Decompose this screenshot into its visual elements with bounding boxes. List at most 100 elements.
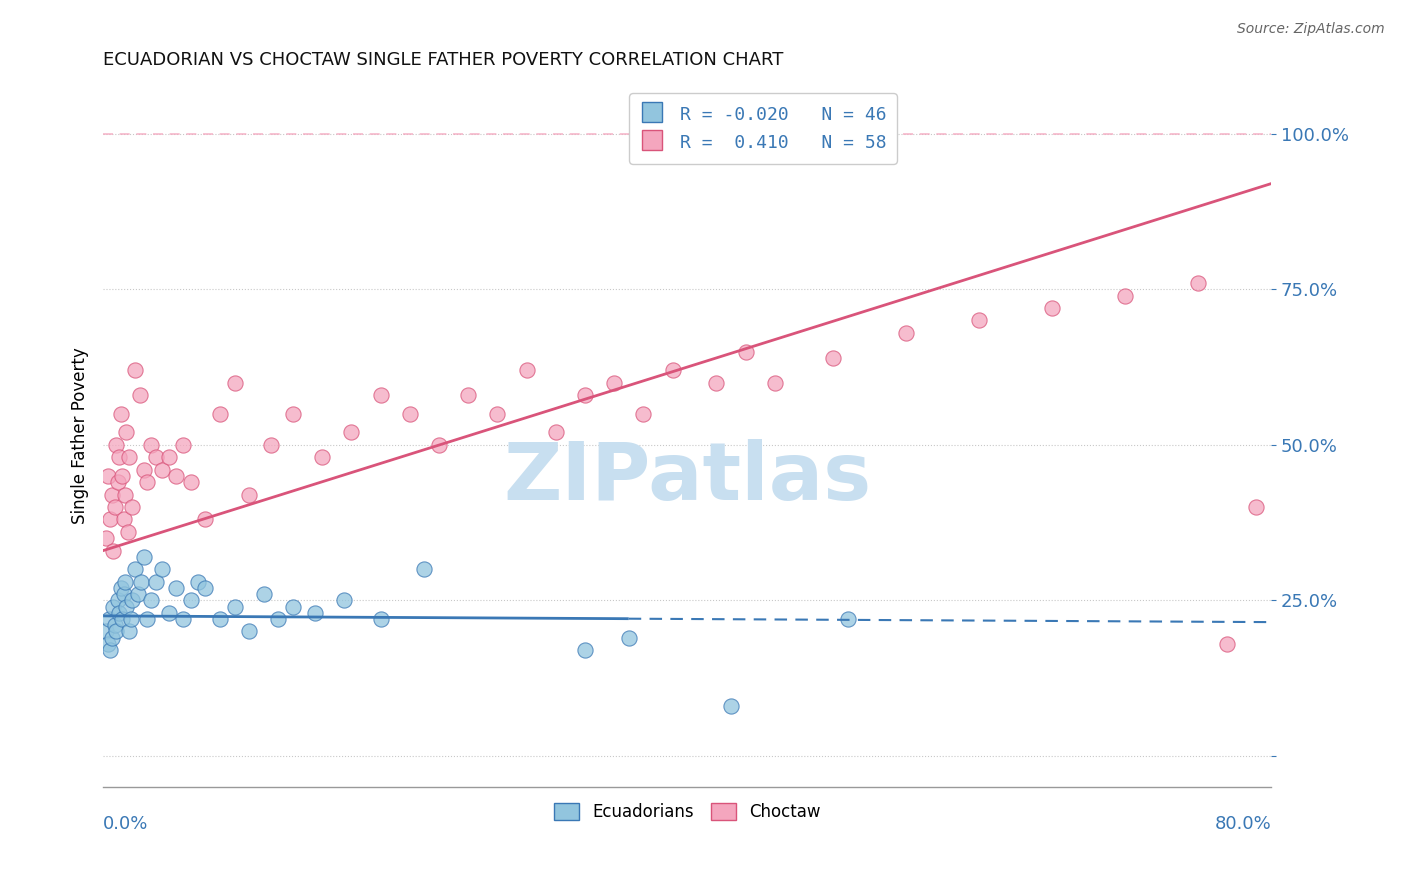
Point xyxy=(111,612,134,626)
Point xyxy=(101,631,124,645)
Point xyxy=(120,612,142,626)
Point xyxy=(96,637,118,651)
Point xyxy=(172,438,194,452)
Point xyxy=(734,344,756,359)
Point xyxy=(398,407,420,421)
Point xyxy=(96,469,118,483)
Point xyxy=(136,612,159,626)
Point xyxy=(457,388,479,402)
Point xyxy=(136,475,159,490)
Point xyxy=(238,487,260,501)
Legend: Ecuadorians, Choctaw: Ecuadorians, Choctaw xyxy=(547,797,827,828)
Point xyxy=(100,643,122,657)
Point xyxy=(370,612,392,626)
Point xyxy=(603,376,626,390)
Point xyxy=(208,407,231,421)
Point xyxy=(112,512,135,526)
Point xyxy=(111,469,134,483)
Point xyxy=(413,562,436,576)
Point xyxy=(1040,301,1063,315)
Point xyxy=(187,574,209,589)
Point xyxy=(103,543,125,558)
Point xyxy=(104,500,127,514)
Point xyxy=(281,599,304,614)
Point xyxy=(105,624,128,639)
Point xyxy=(253,587,276,601)
Point xyxy=(141,438,163,452)
Point xyxy=(1187,276,1209,290)
Point xyxy=(661,363,683,377)
Point xyxy=(172,612,194,626)
Point xyxy=(837,612,859,626)
Point xyxy=(108,450,131,465)
Point xyxy=(118,624,141,639)
Point xyxy=(194,512,217,526)
Point xyxy=(574,388,596,402)
Point xyxy=(180,593,202,607)
Point xyxy=(340,425,363,440)
Text: 80.0%: 80.0% xyxy=(1215,815,1271,833)
Point xyxy=(129,574,152,589)
Point xyxy=(121,593,143,607)
Point xyxy=(194,581,217,595)
Point xyxy=(574,643,596,657)
Point xyxy=(128,388,150,402)
Point xyxy=(224,599,246,614)
Point xyxy=(763,376,786,390)
Point xyxy=(114,574,136,589)
Point xyxy=(333,593,356,607)
Text: ZIPatlas: ZIPatlas xyxy=(503,439,872,516)
Point xyxy=(94,624,117,639)
Text: 0.0%: 0.0% xyxy=(103,815,149,833)
Point xyxy=(165,469,187,483)
Point xyxy=(967,313,990,327)
Point xyxy=(132,463,155,477)
Y-axis label: Single Father Poverty: Single Father Poverty xyxy=(72,347,89,524)
Point xyxy=(145,574,167,589)
Point xyxy=(114,487,136,501)
Point xyxy=(103,599,125,614)
Text: ECUADORIAN VS CHOCTAW SINGLE FATHER POVERTY CORRELATION CHART: ECUADORIAN VS CHOCTAW SINGLE FATHER POVE… xyxy=(103,51,783,69)
Point xyxy=(304,606,326,620)
Point xyxy=(107,475,129,490)
Point xyxy=(208,612,231,626)
Point xyxy=(157,606,180,620)
Point xyxy=(311,450,333,465)
Point xyxy=(124,363,146,377)
Point xyxy=(100,512,122,526)
Point xyxy=(118,450,141,465)
Text: Source: ZipAtlas.com: Source: ZipAtlas.com xyxy=(1237,22,1385,37)
Point xyxy=(427,438,450,452)
Point xyxy=(165,581,187,595)
Point xyxy=(98,612,121,626)
Point xyxy=(1246,500,1268,514)
Point xyxy=(107,593,129,607)
Point xyxy=(108,606,131,620)
Point xyxy=(117,524,139,539)
Point xyxy=(515,363,537,377)
Point xyxy=(180,475,202,490)
Point xyxy=(704,376,727,390)
Point xyxy=(544,425,567,440)
Point xyxy=(823,351,845,365)
Point xyxy=(894,326,917,340)
Point xyxy=(150,562,173,576)
Point xyxy=(110,581,132,595)
Point xyxy=(260,438,283,452)
Point xyxy=(105,438,128,452)
Point xyxy=(112,587,135,601)
Point xyxy=(101,487,124,501)
Point xyxy=(281,407,304,421)
Point xyxy=(124,562,146,576)
Point xyxy=(94,531,117,545)
Point xyxy=(145,450,167,465)
Point xyxy=(121,500,143,514)
Point xyxy=(238,624,260,639)
Point xyxy=(132,549,155,564)
Point xyxy=(617,631,640,645)
Point xyxy=(633,407,655,421)
Point xyxy=(267,612,290,626)
Point xyxy=(720,699,742,714)
Point xyxy=(1216,637,1239,651)
Point xyxy=(224,376,246,390)
